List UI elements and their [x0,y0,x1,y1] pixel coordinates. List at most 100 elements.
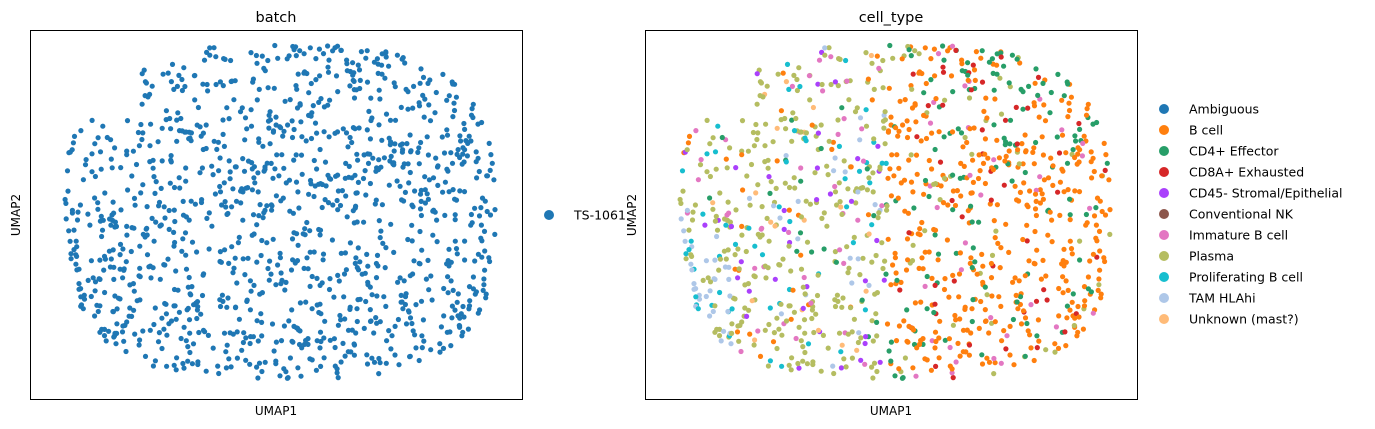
scatter-point [926,157,932,164]
scatter-point [1026,83,1032,89]
scatter-point [233,164,239,170]
scatter-point [444,132,451,138]
scatter-point [1061,93,1067,99]
scatter-point [881,277,887,283]
scatter-point [784,61,791,67]
scatter-point [808,300,814,306]
scatter-point [946,336,953,342]
scatter-point [364,48,370,54]
scatter-point [310,103,316,109]
scatter-point [355,297,361,303]
scatter-point [69,207,75,213]
scatter-point [332,344,338,351]
scatter-point [858,335,864,341]
scatter-point [316,99,322,105]
scatter-point [800,344,806,350]
scatter-point [721,328,727,334]
scatter-point [1035,92,1041,98]
scatter-point [1035,317,1041,323]
scatter-point [152,305,158,311]
scatter-point [844,204,850,210]
scatter-point [167,115,173,122]
scatter-point [798,165,804,171]
scatter-point [1065,114,1071,120]
scatter-point [479,254,485,260]
scatter-point [899,56,905,62]
scatter-point [418,66,424,72]
scatter-point [971,125,977,131]
scatter-point [163,311,169,317]
scatter-point [962,240,969,246]
scatter-point [321,355,327,361]
scatter-point [245,158,252,164]
scatter-point [1080,140,1086,146]
scatter-point [1013,104,1019,110]
scatter-point [1010,316,1017,323]
scatter-point [1003,221,1009,227]
scatter-point [402,189,408,195]
scatter-point [374,252,381,258]
scatter-point [1099,208,1105,215]
scatter-point [1036,114,1042,120]
scatter-point [921,112,927,118]
scatter-point [1073,138,1079,144]
scatter-point [984,115,990,121]
scatter-point [1022,132,1028,138]
scatter-point [198,311,204,317]
scatter-point [253,52,259,59]
scatter-point [910,365,916,371]
scatter-point [872,202,878,208]
scatter-point [897,98,903,104]
scatter-point [337,202,344,209]
scatter-point [192,97,198,103]
scatter-point [369,355,375,361]
scatter-point [309,306,315,312]
scatter-point [371,330,377,336]
scatter-point [219,292,225,298]
scatter-point [95,135,101,141]
scatter-point [92,141,98,147]
scatter-point [373,197,379,203]
scatter-point [275,262,281,268]
scatter-point [1064,315,1070,321]
scatter-point [247,340,253,347]
scatter-point [171,207,177,213]
scatter-point [755,130,761,136]
scatter-point [206,210,212,216]
legend-label: Proliferating B cell [1189,270,1303,285]
scatter-point [407,169,413,176]
scatter-point [102,190,108,196]
scatter-point [775,71,781,77]
scatter-point [941,134,947,140]
scatter-point [979,127,985,133]
scatter-point [806,73,813,79]
scatter-point [736,266,742,272]
scatter-point [211,138,217,144]
scatter-point [710,135,716,141]
scatter-point [1065,287,1071,293]
scatter-point [159,125,165,131]
scatter-point [910,327,917,333]
scatter-point [118,165,124,171]
scatter-point [194,249,200,255]
scatter-point [966,342,973,348]
scatter-point [855,189,861,195]
scatter-point [242,137,248,143]
scatter-point [264,240,270,246]
scatter-point [847,305,854,311]
scatter-point [152,358,158,364]
scatter-point [289,118,295,124]
scatter-point [444,97,450,103]
scatter-point [988,197,994,203]
scatter-point [271,85,277,91]
legend-label: Immature B cell [1189,228,1288,243]
scatter-point [707,173,714,180]
scatter-point [950,89,956,95]
scatter-point [964,327,970,333]
scatter-point [994,51,1000,57]
scatter-point [405,308,412,314]
scatter-point [949,197,955,204]
scatter-point [197,170,203,176]
scatter-point [74,217,81,223]
scatter-point [69,147,75,153]
